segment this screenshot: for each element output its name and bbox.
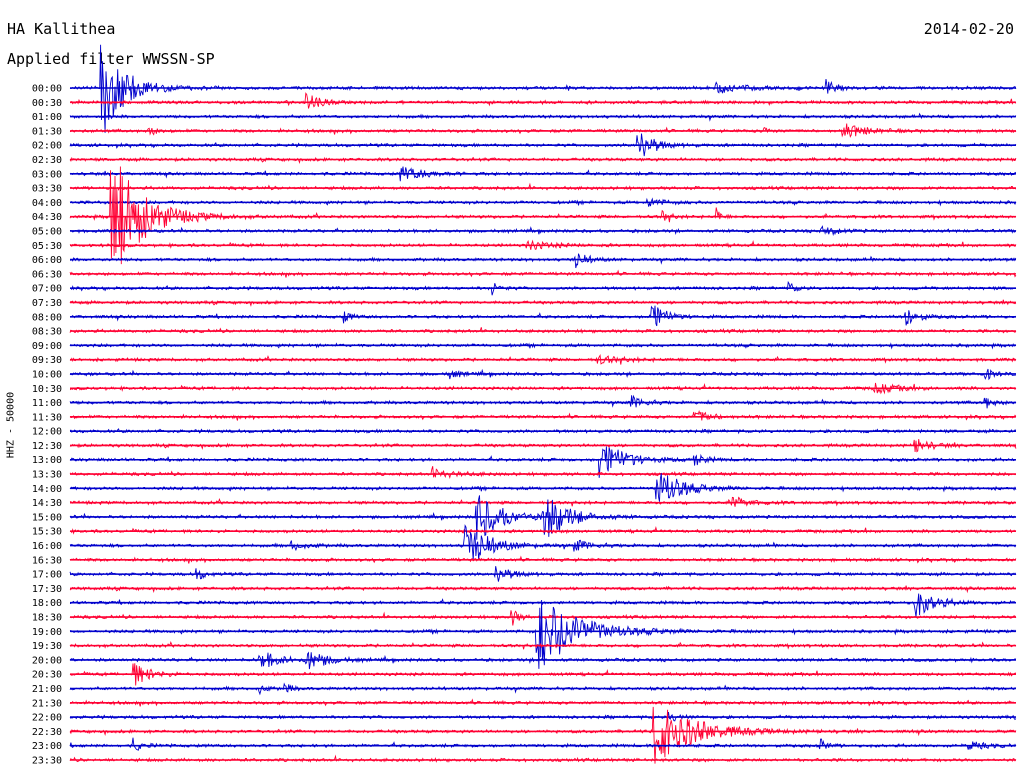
- row-label: 20:30: [32, 670, 62, 681]
- row-label: 23:30: [32, 756, 62, 767]
- row-label: 18:30: [32, 613, 62, 624]
- row-label: 02:00: [32, 141, 62, 152]
- row-label: 11:00: [32, 398, 62, 409]
- trace-group: [69, 44, 1017, 764]
- row-label: 20:00: [32, 655, 62, 666]
- row-label: 04:00: [32, 198, 62, 209]
- trace-line: [69, 410, 1017, 421]
- row-label: 14:00: [32, 484, 62, 495]
- trace-line: [69, 44, 1017, 133]
- row-label: 19:30: [32, 641, 62, 652]
- row-label: 21:00: [32, 684, 62, 695]
- row-label: 12:00: [32, 427, 62, 438]
- row-label: 05:30: [32, 241, 62, 252]
- row-label: 08:30: [32, 327, 62, 338]
- row-label: 07:30: [32, 298, 62, 309]
- row-label: 17:00: [32, 570, 62, 581]
- row-label: 09:30: [32, 355, 62, 366]
- row-label: 16:00: [32, 541, 62, 552]
- row-label: 08:00: [32, 312, 62, 323]
- trace-line: [69, 439, 1017, 453]
- row-label: 15:30: [32, 527, 62, 538]
- trace-line: [69, 754, 1017, 763]
- row-label: 16:30: [32, 555, 62, 566]
- row-label: 15:00: [32, 512, 62, 523]
- row-label: 21:30: [32, 698, 62, 709]
- trace-line: [69, 305, 1017, 327]
- trace-line: [69, 466, 1016, 480]
- row-label-group: 00:00 00:30 01:00 01:30 02:00 02:30 03:00 03:30…: [32, 84, 62, 767]
- trace-line: [69, 706, 1017, 764]
- row-label: 04:30: [32, 212, 62, 223]
- row-label: 11:30: [32, 412, 62, 423]
- row-label: 12:30: [32, 441, 62, 452]
- row-label: 05:00: [32, 226, 62, 237]
- trace-line: [69, 599, 1017, 669]
- row-label: 07:00: [32, 284, 62, 295]
- row-label: 01:00: [32, 112, 62, 123]
- trace-line: [70, 92, 1017, 109]
- date-label: 2014-02-20: [923, 20, 1014, 38]
- trace-line: [69, 123, 1017, 138]
- station-title: HA Kallithea: [7, 20, 116, 38]
- trace-line: [69, 610, 1017, 626]
- row-label: 22:00: [32, 713, 62, 724]
- row-label: 06:30: [32, 269, 62, 280]
- row-label: 18:00: [32, 598, 62, 609]
- row-label: 10:00: [32, 369, 62, 380]
- trace-line: [69, 473, 1017, 502]
- trace-line: [69, 327, 1017, 334]
- row-label: 06:00: [32, 255, 62, 266]
- row-label: 13:00: [32, 455, 62, 466]
- row-label: 23:00: [32, 741, 62, 752]
- filter-label: Applied filter WWSSN-SP: [7, 50, 215, 68]
- row-label: 00:30: [32, 98, 62, 109]
- trace-line: [69, 182, 1017, 191]
- row-label: 00:00: [32, 84, 62, 95]
- row-label: 13:30: [32, 470, 62, 481]
- row-label: 02:30: [32, 155, 62, 166]
- row-label: 14:30: [32, 498, 62, 509]
- trace-line: [69, 166, 1017, 265]
- row-label: 19:00: [32, 627, 62, 638]
- row-label: 17:30: [32, 584, 62, 595]
- row-label: 03:30: [32, 184, 62, 195]
- row-label: 09:00: [32, 341, 62, 352]
- trace-line: [69, 253, 1017, 269]
- trace-line: [69, 737, 1017, 751]
- trace-line: [69, 593, 1017, 618]
- row-label: 01:30: [32, 126, 62, 137]
- row-label: 10:30: [32, 384, 62, 395]
- row-label: 22:30: [32, 727, 62, 738]
- row-label: 03:00: [32, 169, 62, 180]
